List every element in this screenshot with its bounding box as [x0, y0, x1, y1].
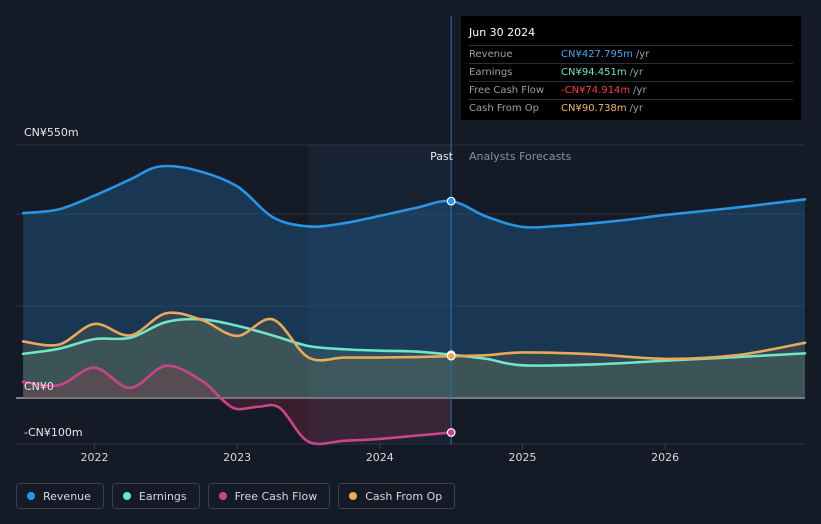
legend: Revenue Earnings Free Cash Flow Cash Fro… — [16, 483, 456, 509]
tooltip-value: -CN¥74.914m — [561, 85, 631, 96]
line-cash-from-op — [21, 311, 807, 362]
tooltip-label: Earnings — [469, 67, 513, 78]
tooltip-value: CN¥427.795m — [561, 49, 633, 60]
legend-item-cash-from-op[interactable]: Cash From Op — [338, 483, 456, 509]
legend-label: Cash From Op — [365, 489, 443, 503]
tooltip-unit: /yr — [629, 103, 643, 114]
legend-item-earnings[interactable]: Earnings — [111, 483, 200, 509]
line-earnings — [21, 317, 807, 367]
x-axis-ticks: 2022 2023 2024 2025 2026 — [80, 444, 679, 464]
tooltip-value: CN¥90.738m — [561, 103, 627, 114]
legend-item-revenue[interactable]: Revenue — [16, 483, 104, 509]
forecast-label: Analysts Forecasts — [469, 150, 572, 163]
area-free-cash-flow — [23, 365, 452, 444]
tooltip-unit: /yr — [629, 67, 643, 78]
tooltip-row-free-cash-flow: Free Cash Flow -CN¥74.914m /yr — [469, 81, 793, 99]
tooltip-unit: /yr — [635, 49, 650, 60]
x-tick-label: 2022 — [80, 451, 108, 464]
series-lines — [21, 164, 807, 446]
tooltip-label: Cash From Op — [469, 103, 540, 114]
legend-dot-icon — [27, 492, 35, 500]
legend-dot-icon — [218, 492, 227, 500]
x-tick-label: 2023 — [223, 451, 251, 464]
tooltip-label: Free Cash Flow — [469, 85, 545, 96]
y-axis-label-zero: CN¥0 — [24, 380, 54, 393]
line-revenue — [21, 164, 807, 229]
tooltip-row-revenue: Revenue CN¥427.795m /yr — [469, 45, 793, 63]
legend-item-free-cash-flow[interactable]: Free Cash Flow — [207, 483, 331, 509]
series-areas — [23, 165, 806, 444]
y-axis-label-bottom: -CN¥100m — [24, 426, 83, 439]
legend-dot-icon — [122, 492, 131, 500]
legend-label: Revenue — [43, 489, 91, 503]
tooltip-panel: Jun 30 2024 Revenue CN¥427.795m /yr Earn… — [461, 16, 801, 120]
x-tick-label: 2024 — [366, 451, 394, 464]
area-earnings — [23, 319, 806, 398]
tooltip-markers — [446, 196, 456, 437]
past-shade — [308, 145, 452, 444]
legend-label: Free Cash Flow — [234, 489, 318, 503]
tooltip-row-cash-from-op: Cash From Op CN¥90.738m /yr — [469, 99, 793, 117]
y-axis-label-top: CN¥550m — [24, 126, 79, 139]
legend-dot-icon — [349, 492, 358, 500]
x-tick-label: 2025 — [509, 451, 537, 464]
legend-label: Earnings — [138, 489, 187, 503]
tooltip-value: CN¥94.451m — [561, 67, 627, 78]
tooltip-date: Jun 30 2024 — [469, 26, 536, 39]
past-label: Past — [430, 150, 454, 163]
x-tick-label: 2026 — [651, 451, 679, 464]
area-cash-from-op — [23, 312, 806, 398]
marker-cash-from-op — [446, 351, 456, 361]
marker-free-cash-flow — [446, 428, 456, 437]
tooltip-label: Revenue — [469, 49, 513, 60]
area-revenue — [23, 165, 806, 398]
marker-revenue — [446, 196, 456, 206]
line-free-cash-flow — [21, 364, 453, 446]
tooltip-row-earnings: Earnings CN¥94.451m /yr — [469, 63, 793, 81]
tooltip-unit: /yr — [633, 85, 647, 96]
